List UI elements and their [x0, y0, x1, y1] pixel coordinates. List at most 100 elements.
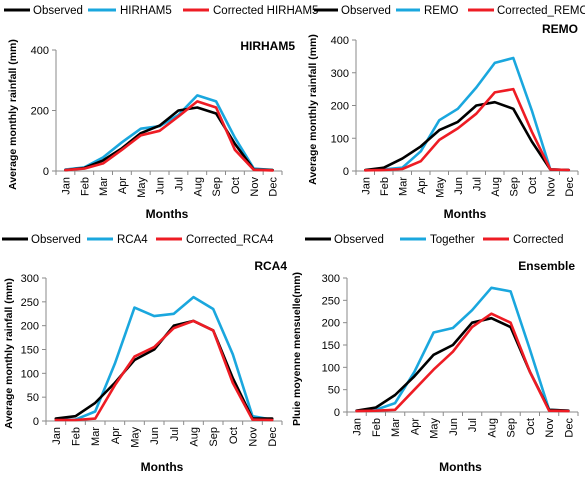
y-tick-label: 0: [343, 166, 349, 178]
y-tick-label: 200: [21, 321, 39, 333]
x-axis-title: Months: [444, 207, 487, 221]
x-tick-label: Dec: [267, 427, 279, 447]
y-tick-label: 150: [322, 340, 340, 352]
series-line-corrected-remo: [363, 87, 571, 172]
x-tick-label: Apr: [110, 427, 122, 444]
y-tick-label: 0: [334, 407, 340, 419]
y-tick-label: 200: [31, 106, 49, 118]
y-tick-label: 400: [31, 45, 49, 57]
series-line-corrected-hirham5: [64, 100, 274, 172]
y-tick-label: 50: [328, 385, 340, 397]
x-axis-title: Months: [146, 207, 189, 221]
legend-entry: Together: [430, 234, 475, 246]
y-tick-label: 100: [322, 362, 340, 374]
chart-panel-1: 0 200 400 Jan Feb Mar Apr May Jun Jul Aug Sep Oct Nov…: [4, 5, 318, 221]
x-tick-label: Oct: [527, 177, 539, 194]
x-tick-label: Jul: [173, 177, 185, 191]
legend-entry: Observed: [31, 234, 81, 246]
x-tick-label: Feb: [79, 177, 91, 196]
x-tick-label: Jan: [51, 427, 63, 445]
legend-entry: Corrected_RCA4: [186, 234, 274, 246]
series-line-observed: [355, 316, 570, 413]
x-tick-label: Oct: [230, 177, 242, 194]
series-line-observed: [64, 106, 274, 172]
panel-label: RCA4: [254, 259, 287, 273]
x-axis-title: Months: [439, 460, 482, 472]
x-tick-label: Sep: [208, 427, 220, 447]
y-tick-label: 0: [33, 416, 39, 428]
x-tick-label: Mar: [397, 177, 409, 196]
y-tick-label: 400: [331, 35, 349, 47]
x-tick-label: Aug: [486, 418, 498, 438]
x-tick-label: Jun: [453, 177, 465, 195]
y-tick-label: 0: [43, 166, 49, 178]
series-line-together: [355, 286, 570, 413]
legend-entry: Observed: [341, 5, 391, 17]
y-tick-label: 250: [322, 295, 340, 307]
x-tick-label: Jun: [448, 418, 460, 436]
x-tick-label: Feb: [379, 177, 391, 196]
x-tick-label: May: [429, 418, 441, 439]
panel-label: HIRHAM5: [240, 39, 295, 53]
x-tick-label: Jul: [169, 427, 181, 441]
x-tick-label: Mar: [98, 177, 110, 196]
y-tick-label: 200: [322, 318, 340, 330]
y-tick-label: 150: [21, 345, 39, 357]
legend-entry: Corrected HIRHAM5: [213, 5, 318, 17]
y-tick-label: 50: [27, 392, 39, 404]
chart-panel-2: 0 100 200 300 400 Jan Feb Mar Apr May Jun Jul Aug Sep…: [307, 5, 585, 221]
chart-panel-4: 0 50 100 150 200 250 300 Jan Feb Mar Apr May Jun Jul A…: [291, 234, 579, 474]
x-tick-label: Mar: [390, 418, 402, 437]
legend-entry: Corrected: [513, 234, 564, 246]
series-line-observed: [363, 100, 571, 172]
x-tick-label: Nov: [249, 177, 261, 197]
y-tick-label: 250: [21, 297, 39, 309]
x-tick-label: Mar: [90, 427, 102, 446]
panel-label: Ensemble: [518, 259, 575, 273]
x-tick-label: Sep: [211, 177, 223, 197]
x-tick-label: Nov: [248, 427, 260, 447]
y-axis-title: Pluie moyenne mensuelle(mm): [291, 272, 303, 426]
x-tick-label: Jan: [360, 177, 372, 195]
legend-entry: Corrected_REMO: [497, 5, 585, 17]
x-tick-label: Dec: [564, 177, 576, 197]
legend-entry: Observed: [334, 234, 384, 246]
chart-panel-3: 0 50 100 150 200 250 300 Jan Feb Mar Apr May Jun Jul A…: [2, 234, 287, 474]
series-line-hirham5: [64, 94, 274, 172]
x-tick-label: Dec: [563, 418, 575, 438]
x-tick-label: Feb: [371, 418, 383, 437]
x-tick-label: Oct: [228, 427, 240, 444]
x-tick-label: Jan: [352, 418, 364, 436]
x-tick-label: Oct: [525, 418, 537, 435]
y-tick-label: 300: [21, 273, 39, 285]
x-tick-label: Apr: [117, 177, 129, 194]
y-tick-label: 100: [331, 133, 349, 145]
x-tick-label: Apr: [409, 418, 421, 435]
x-tick-label: May: [130, 427, 142, 448]
x-tick-label: Feb: [71, 427, 83, 446]
series-line-observed: [54, 319, 274, 420]
x-tick-label: Jul: [467, 418, 479, 432]
legend-entry: HIRHAM5: [120, 5, 172, 17]
y-tick-label: 100: [21, 368, 39, 380]
x-tick-label: Aug: [192, 177, 204, 197]
y-tick-label: 300: [331, 68, 349, 80]
x-tick-label: Nov: [544, 418, 556, 438]
series-line-corrected-rca4: [54, 319, 274, 422]
legend-entry: REMO: [424, 5, 459, 17]
x-tick-label: Jul: [471, 177, 483, 191]
x-tick-label: May: [136, 177, 148, 198]
series-line-rca4: [54, 295, 274, 422]
x-tick-label: Jun: [155, 177, 167, 195]
y-axis-title: Average monthly rainfall (mm): [7, 39, 19, 190]
series-line-corrected: [355, 312, 570, 413]
y-axis-title: Average monthly rainfall (mm): [3, 278, 15, 429]
x-tick-label: Jan: [60, 177, 72, 195]
legend-entry: RCA4: [117, 234, 148, 246]
x-tick-label: Jun: [149, 427, 161, 445]
x-tick-label: Sep: [508, 177, 520, 197]
y-axis-title: Average monthly rainfall (mm): [307, 34, 319, 185]
y-tick-label: 200: [331, 101, 349, 113]
